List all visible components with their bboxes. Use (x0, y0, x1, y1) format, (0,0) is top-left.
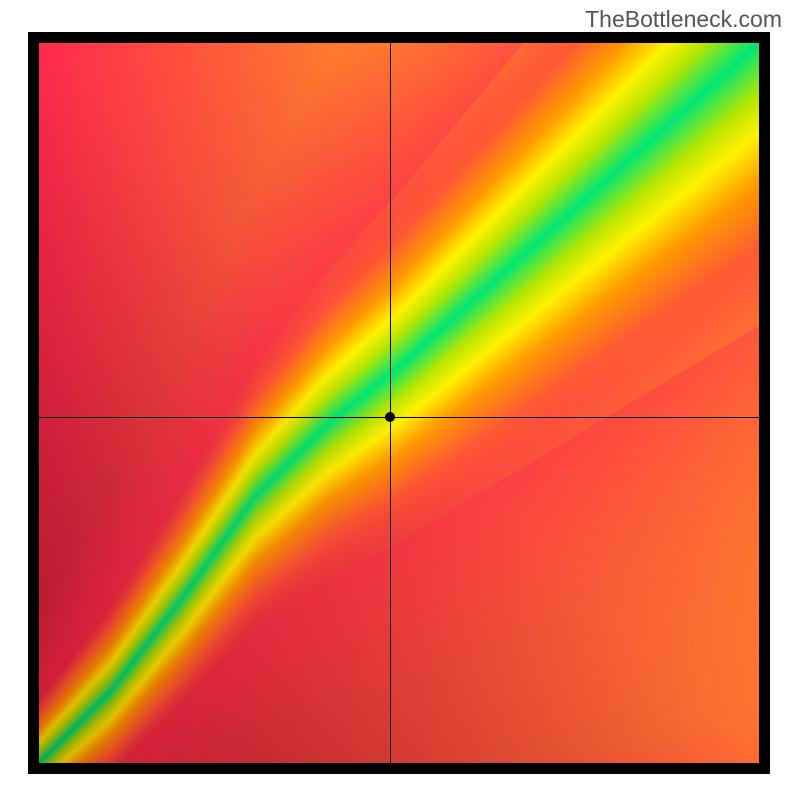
chart-container: TheBottleneck.com (0, 0, 800, 800)
crosshair-vertical (390, 43, 391, 763)
heatmap-canvas (39, 43, 759, 763)
plot-area (39, 43, 759, 763)
watermark-text: TheBottleneck.com (585, 6, 782, 33)
crosshair-horizontal (39, 417, 759, 418)
plot-outer-frame (28, 32, 770, 774)
crosshair-dot (385, 412, 395, 422)
